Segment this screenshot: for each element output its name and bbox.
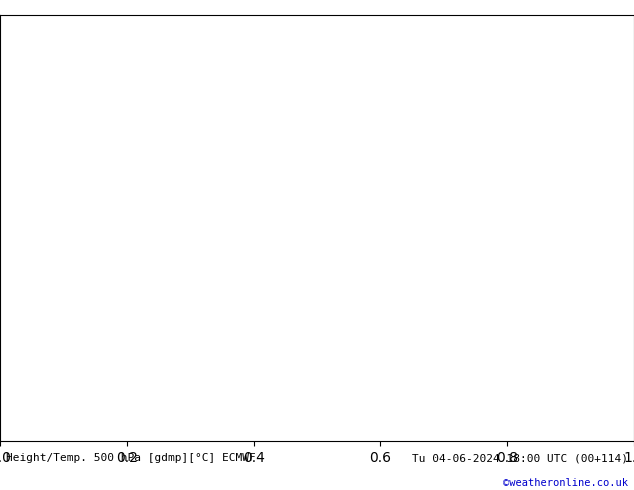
Text: Tu 04-06-2024 18:00 UTC (00+114): Tu 04-06-2024 18:00 UTC (00+114) (411, 453, 628, 463)
Text: Height/Temp. 500 hPa [gdmp][°C] ECMWF: Height/Temp. 500 hPa [gdmp][°C] ECMWF (6, 453, 256, 463)
Text: ©weatheronline.co.uk: ©weatheronline.co.uk (503, 478, 628, 488)
